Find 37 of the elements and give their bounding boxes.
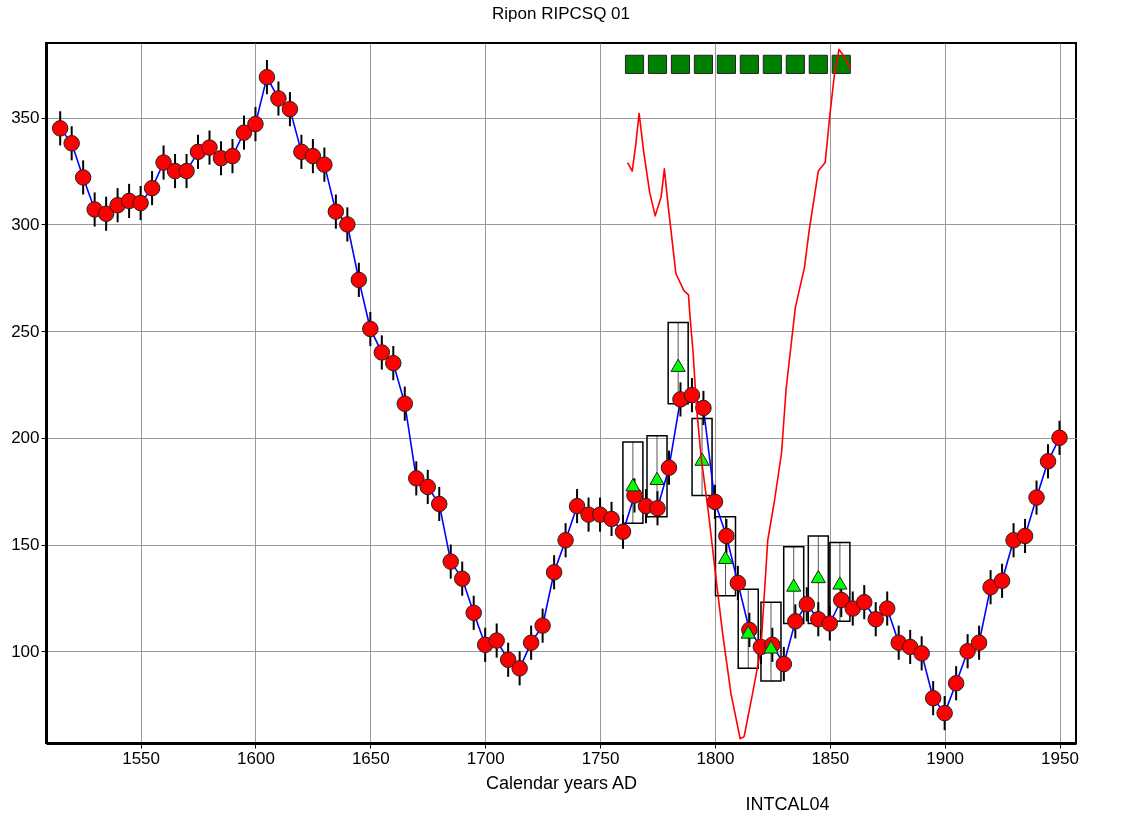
point [716,54,736,74]
point [624,54,645,74]
y-tick-label: 200 [11,428,40,448]
x-axis-title: Calendar years AD [485,772,638,793]
text: INTCAL04 [745,794,830,814]
x-tick-label: 1600 [237,748,275,768]
point [786,578,802,592]
y-tick-label: 100 [11,641,40,661]
x-tick-label: 1850 [811,748,850,768]
point [740,625,756,639]
point [670,54,691,74]
point [785,54,805,74]
x-tick-label: 1550 [122,748,161,768]
x-tick-label: 1650 [351,748,390,768]
point [649,471,665,485]
point [832,576,848,590]
point [717,550,734,564]
y-tick-label: 350 [11,108,40,128]
point [739,54,759,74]
point [762,54,782,74]
y-tick-label: 150 [11,535,40,555]
x-tick-label: 1950 [1041,748,1079,768]
x-tick-label: 1700 [466,748,505,768]
point [808,54,828,74]
y-tick-label: 250 [11,321,40,341]
point [810,569,826,584]
point [647,54,668,74]
chart-title: Ripon RIPCSQ 01 [492,4,630,23]
x-tick-label: 1750 [581,748,620,768]
y-tick-label: 300 [11,214,40,234]
point [670,358,686,372]
point [693,54,714,74]
line-series [626,48,852,740]
x-tick-label: 1900 [926,748,965,768]
point [625,478,641,492]
x-tick-label: 1800 [696,748,735,768]
point [763,640,779,654]
